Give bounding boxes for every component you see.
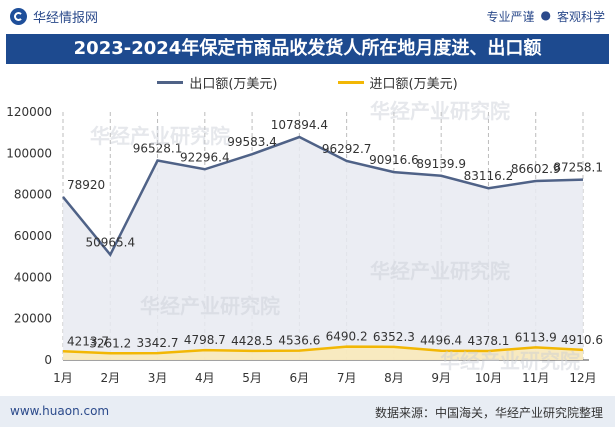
slogan-separator: ●	[540, 8, 551, 22]
watermark-4: 华经产业研究院	[370, 99, 510, 123]
x-tick-label: 1月	[53, 371, 73, 385]
legend-item-export[interactable]: 出口额(万美元)	[157, 73, 278, 92]
data-label-import: 6352.3	[373, 330, 415, 344]
x-tick-label: 10月	[475, 371, 502, 385]
x-tick-label: 8月	[384, 371, 404, 385]
data-label-import: 4798.7	[184, 333, 226, 347]
x-tick-label: 6月	[290, 371, 310, 385]
data-label-import: 4213.7	[67, 334, 109, 348]
data-label-export: 96528.1	[133, 142, 183, 156]
data-label-export: 90916.6	[369, 153, 419, 167]
y-tick-label: 20000	[14, 312, 52, 326]
data-label-export: 96292.7	[322, 142, 372, 156]
x-tick-label: 7月	[337, 371, 357, 385]
data-label-export: 78920	[67, 178, 105, 192]
data-label-import: 4910.6	[561, 333, 603, 347]
footer: www.huaon.com 数据来源：中国海关，华经产业研究院整理	[0, 396, 615, 427]
brand-name: 华经情报网	[33, 11, 99, 26]
series-line-import	[62, 345, 584, 355]
y-tick-label: 40000	[14, 270, 52, 284]
legend-swatch-export	[157, 81, 184, 84]
data-label-import: 4496.4	[420, 334, 462, 348]
watermark-5: 华经产业研究院	[440, 349, 580, 373]
data-label-export: 86602.9	[511, 162, 561, 176]
legend-label-import: 进口额(万美元)	[369, 77, 458, 92]
legend-swatch-import	[337, 81, 364, 84]
x-tick-label: 9月	[431, 371, 451, 385]
y-tick-label: 120000	[6, 105, 52, 119]
slogan: 专业严谨 ● 客观科学	[486, 8, 605, 25]
import-area-fill	[63, 346, 583, 360]
chart-title: 2023-2024年保定市商品收发货人所在地月度进、出口额	[6, 34, 609, 64]
legend: 出口额(万美元) 进口额(万美元)	[0, 73, 615, 92]
watermark-1: 华经产业研究院	[90, 124, 230, 148]
chart-plot: 0 20000 40000 60000 80000 100000 120000 1月 2月 3月 4…	[6, 105, 603, 385]
y-tick-label: 80000	[14, 188, 52, 202]
x-tick-label: 3月	[148, 371, 168, 385]
data-label-import: 4536.6	[278, 334, 320, 348]
y-tick-label: 100000	[6, 146, 52, 160]
data-label-import: 4428.5	[231, 334, 273, 348]
x-tick-label: 4月	[195, 371, 215, 385]
legend-item-import[interactable]: 进口额(万美元)	[337, 73, 458, 92]
data-label-export: 89139.9	[416, 157, 466, 171]
data-label-export: 92296.4	[180, 150, 230, 164]
data-label-import: 4378.1	[467, 334, 509, 348]
data-label-export: 87258.1	[553, 161, 603, 175]
footer-source: 数据来源：中国海关，华经产业研究院整理	[374, 406, 603, 420]
data-label-import: 6490.2	[326, 330, 368, 344]
watermark-2: 华经产业研究院	[140, 294, 280, 318]
watermark-3: 华经产业研究院	[370, 259, 510, 283]
data-label-import: 6113.9	[515, 330, 557, 344]
data-label-export: 99583.4	[227, 135, 277, 149]
top-bar: 华经情报网 专业严谨 ● 客观科学	[0, 0, 615, 34]
data-label-export: 107894.4	[271, 118, 328, 132]
y-tick-label: 60000	[14, 229, 52, 243]
x-tick-label: 11月	[522, 371, 549, 385]
series-line-export	[62, 135, 584, 257]
legend-label-export: 出口额(万美元)	[189, 77, 278, 92]
data-label-export: 50965.4	[85, 236, 135, 250]
x-tick-label: 2月	[100, 371, 120, 385]
brand-logo-icon	[10, 8, 27, 25]
slogan-tag-1: 专业严谨	[486, 10, 535, 24]
data-label-import: 3261.2	[89, 336, 131, 350]
y-tick-label: 0	[44, 353, 52, 367]
export-area-fill	[63, 137, 583, 360]
x-tick-label: 12月	[569, 371, 596, 385]
footer-website[interactable]: www.huaon.com	[10, 404, 110, 418]
data-label-import: 3342.7	[137, 336, 179, 350]
slogan-tag-2: 客观科学	[556, 10, 605, 24]
brand[interactable]: 华经情报网	[10, 7, 98, 26]
data-label-export: 83116.2	[464, 169, 514, 183]
x-tick-label: 5月	[242, 371, 262, 385]
